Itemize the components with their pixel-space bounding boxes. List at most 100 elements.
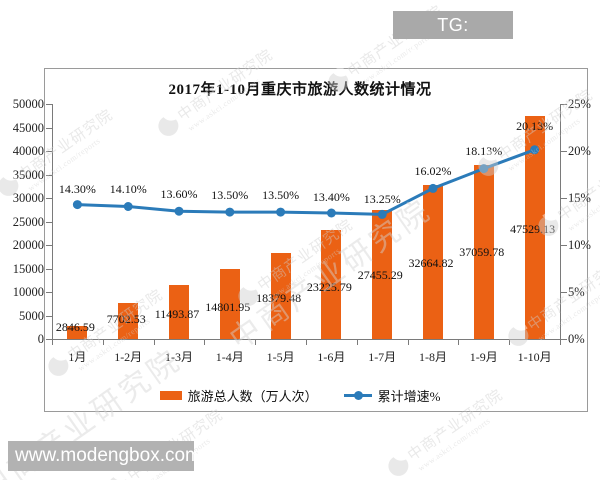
y-axis-left-tick-label: 40000 xyxy=(12,144,44,158)
growth-rate-label: 14.10% xyxy=(109,182,147,197)
x-axis-category-label: 1-8月 xyxy=(418,350,447,364)
y-axis-left-tick-label: 30000 xyxy=(12,191,44,205)
y-axis-left-tick xyxy=(46,315,52,317)
y-axis-left-tick-label: 35000 xyxy=(12,167,44,182)
bar-value-label: 14801.95 xyxy=(205,299,251,314)
legend-item-line: 累计增速% xyxy=(343,386,441,405)
x-axis-category-label: 1-5月 xyxy=(266,350,295,364)
growth-rate-label: 13.50% xyxy=(211,188,249,203)
y-axis-right-tick xyxy=(561,245,567,246)
x-axis-tick xyxy=(153,340,155,345)
bar-value-label: 47529.13 xyxy=(510,222,556,236)
legend-label-line: 累计增速% xyxy=(377,389,441,404)
y-axis-right-tick xyxy=(561,151,567,152)
y-axis-left-tick-label: 5000 xyxy=(19,308,44,323)
x-axis-tick xyxy=(306,340,307,345)
bar-value-label: 32664.82 xyxy=(408,256,454,270)
bar-1-4月 xyxy=(219,269,240,339)
bar-1-3月 xyxy=(169,284,189,339)
growth-rate-label: 13.50% xyxy=(262,188,300,203)
y-axis-left xyxy=(52,104,53,339)
website-watermark-bar: www.modengbox.com xyxy=(8,441,201,471)
x-axis-tick xyxy=(52,340,53,345)
y-axis-right-tick-label: 10% xyxy=(568,238,591,252)
y-axis-left-tick xyxy=(46,104,52,105)
y-axis-left-tick-label: 10000 xyxy=(12,285,44,299)
chart-frame xyxy=(44,68,588,412)
y-axis-right-tick-label: 0% xyxy=(568,332,585,346)
x-axis-category-label: 1月 xyxy=(68,350,87,364)
x-axis-tick xyxy=(255,340,257,345)
watermark-logo-icon xyxy=(104,472,133,480)
bar-1月 xyxy=(67,325,88,339)
y-axis-right-tick xyxy=(561,104,567,105)
y-axis-left-tick-label: 50000 xyxy=(12,97,44,111)
y-axis-left-tick-label: 0 xyxy=(37,332,44,346)
growth-rate-label: 13.25% xyxy=(363,192,401,207)
bar-1-5月 xyxy=(270,252,291,339)
growth-rate-label: 13.40% xyxy=(312,190,350,205)
x-axis-tick xyxy=(204,340,206,345)
y-axis-left-tick xyxy=(46,268,52,270)
bar-value-label: 37059.78 xyxy=(459,245,505,259)
y-axis-right-tick xyxy=(561,198,567,199)
growth-rate-label: 13.60% xyxy=(160,187,198,202)
telegram-watermark-badge: TG: MYYJJPP xyxy=(393,11,513,63)
y-axis-left-tick-label: 15000 xyxy=(12,261,44,276)
bar-value-label: 11493.87 xyxy=(154,307,200,321)
chart-title: 2017年1-10月重庆市旅游人数统计情况 xyxy=(168,82,432,98)
y-axis-right-tick xyxy=(561,339,567,340)
x-axis-category-label: 1-7月 xyxy=(368,350,397,364)
y-axis-left-tick xyxy=(46,198,52,199)
growth-rate-label: 14.30% xyxy=(58,181,96,196)
x-axis-tick xyxy=(560,340,561,345)
y-axis-right-tick-label: 5% xyxy=(568,285,585,299)
x-axis-category-label: 1-9月 xyxy=(469,350,498,364)
growth-rate-label: 16.02% xyxy=(414,164,452,179)
bar-1-8月 xyxy=(423,185,443,339)
y-axis-left-tick xyxy=(46,245,52,246)
y-axis-left-tick-label: 45000 xyxy=(12,120,44,135)
legend: 旅游总人数（万人次） 累计增速% xyxy=(0,386,600,405)
x-axis-tick xyxy=(407,340,409,345)
y-axis-right-tick-label: 25% xyxy=(568,97,591,111)
watermark-url: www.askci.com/reports xyxy=(416,416,493,474)
legend-item-bars: 旅游总人数（万人次） xyxy=(159,386,318,405)
watermark-logo-icon xyxy=(384,452,413,480)
x-axis-tick xyxy=(102,340,104,345)
bar-value-label: 27455.29 xyxy=(357,268,403,282)
y-axis-left-tick xyxy=(46,339,52,340)
bar-1-7月 xyxy=(372,209,393,339)
x-axis-category-label: 1-3月 xyxy=(164,350,193,364)
bar-1-6月 xyxy=(321,229,342,339)
y-axis-right-tick-label: 15% xyxy=(568,191,591,205)
x-axis-category-label: 1-2月 xyxy=(114,350,143,364)
growth-rate-label: 20.13% xyxy=(516,118,554,133)
x-axis-category-label: 1-4月 xyxy=(215,350,244,364)
y-axis-left-tick xyxy=(46,174,52,176)
y-axis-left-tick xyxy=(46,127,52,129)
growth-rate-label: 18.13% xyxy=(465,143,503,158)
bar-value-label: 2846.59 xyxy=(55,320,95,334)
bar-value-label: 23225.79 xyxy=(306,280,352,294)
x-axis-category-label: 1-10月 xyxy=(517,350,552,364)
y-axis-left-tick xyxy=(46,221,52,223)
y-axis-right xyxy=(560,104,561,339)
bar-1-2月 xyxy=(118,302,139,339)
y-axis-left-tick-label: 20000 xyxy=(12,238,44,252)
x-axis-tick xyxy=(458,340,460,345)
y-axis-left-tick xyxy=(46,151,52,152)
y-axis-right-tick-label: 20% xyxy=(568,144,591,158)
x-axis-category-label: 1-6月 xyxy=(317,350,346,364)
bar-value-label: 18379.48 xyxy=(256,291,302,305)
x-axis-tick xyxy=(509,340,511,345)
y-axis-left-tick-label: 25000 xyxy=(12,214,44,229)
bar-value-label: 7702.53 xyxy=(106,312,146,326)
y-axis-right-tick xyxy=(561,292,567,293)
x-axis-tick xyxy=(356,340,358,345)
legend-label-bars: 旅游总人数（万人次） xyxy=(187,389,318,404)
y-axis-left-tick xyxy=(46,292,52,293)
line-series-marker-icon xyxy=(343,391,372,400)
x-axis xyxy=(52,339,561,340)
